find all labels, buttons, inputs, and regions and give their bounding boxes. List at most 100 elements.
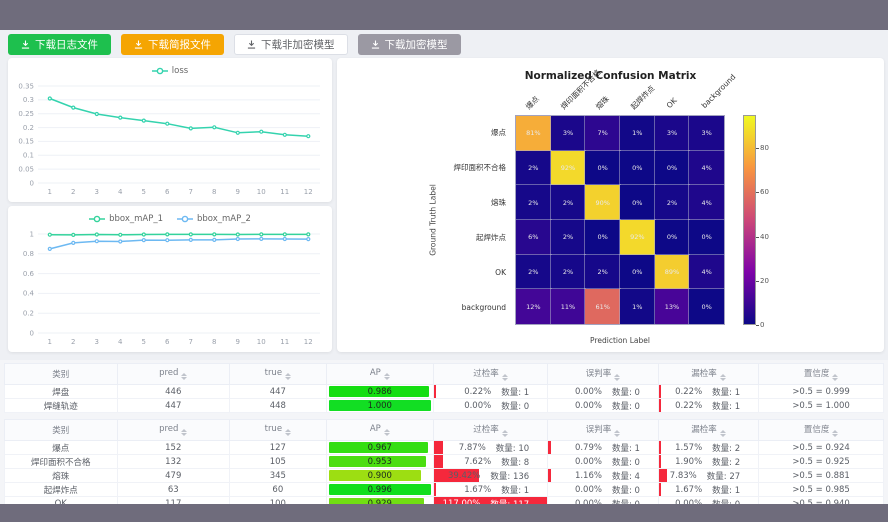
sort-icon[interactable] xyxy=(501,374,508,381)
cell-misjudge-rate: 0.00% 数量: 0 xyxy=(547,398,659,413)
sort-icon[interactable] xyxy=(832,374,839,381)
column-header-漏检率[interactable]: 漏检率 xyxy=(657,363,760,385)
download-button-1[interactable]: 下载日志文件 xyxy=(8,34,111,55)
sort-icon[interactable] xyxy=(614,430,621,437)
svg-text:0.05: 0.05 xyxy=(18,165,34,173)
cell-confidence: >0.5 = 0.925 xyxy=(758,454,884,469)
svg-text:12: 12 xyxy=(304,338,313,346)
column-header-置信度[interactable]: 置信度 xyxy=(758,363,884,385)
cell-miss-rate-count: 数量: 2 xyxy=(712,457,741,468)
cm-cell-起焊炸点-起焊炸点: 92% xyxy=(619,219,656,256)
cell-ap: 0.967 xyxy=(325,440,434,455)
download-button-2[interactable]: 下载简报文件 xyxy=(121,34,224,55)
download-button-3[interactable]: 下载非加密模型 xyxy=(234,34,348,55)
cm-cell-熔珠-background: 4% xyxy=(688,184,725,221)
sort-icon[interactable] xyxy=(614,374,621,381)
sort-icon[interactable] xyxy=(285,373,292,380)
svg-text:6: 6 xyxy=(165,338,170,346)
column-header-误判率[interactable]: 误判率 xyxy=(547,363,659,385)
cm-cell-OK-起焊炸点: 0% xyxy=(619,253,656,291)
column-header-漏检率[interactable]: 漏检率 xyxy=(657,419,760,441)
cell-pred: 63 xyxy=(116,482,230,497)
column-header-误判率[interactable]: 误判率 xyxy=(547,419,659,441)
sort-icon[interactable] xyxy=(181,429,188,436)
confusion-matrix-xlabel: Prediction Label xyxy=(590,336,650,345)
cell-miss-rate-bar xyxy=(659,469,667,482)
svg-text:12: 12 xyxy=(304,188,313,196)
column-header-AP[interactable]: AP xyxy=(325,419,434,441)
column-header-AP[interactable]: AP xyxy=(325,363,434,385)
cell-misjudge-rate-count: 数量: 0 xyxy=(611,485,640,496)
cell-over-rate-count: 数量: 136 xyxy=(490,471,530,482)
cell-over-rate-count: 数量: 10 xyxy=(495,443,530,454)
ap-value: 0.996 xyxy=(367,484,392,495)
svg-text:1: 1 xyxy=(48,338,52,346)
cell-true: 345 xyxy=(229,468,327,483)
cm-cell-爆点-起焊炸点: 1% xyxy=(619,115,656,152)
column-header-true[interactable]: true xyxy=(229,419,327,441)
legend-item-bbox_mAP_1[interactable]: bbox_mAP_1 xyxy=(89,214,163,224)
cell-confidence: >0.5 = 0.999 xyxy=(758,384,884,399)
download-button-4[interactable]: 下载加密模型 xyxy=(357,34,461,55)
legend-item-bbox_mAP_2[interactable]: bbox_mAP_2 xyxy=(177,214,251,224)
cell-miss-rate: 0.22% 数量: 1 xyxy=(657,398,760,413)
cell-misjudge-rate-pct: 0.00% xyxy=(575,499,602,509)
cell-true: 448 xyxy=(229,398,327,413)
sort-icon[interactable] xyxy=(383,373,390,380)
column-header-类别: 类别 xyxy=(4,419,118,441)
legend-label: bbox_mAP_1 xyxy=(109,214,163,224)
column-header-过检率[interactable]: 过检率 xyxy=(432,419,549,441)
ap-bar xyxy=(328,484,431,495)
column-header-pred[interactable]: pred xyxy=(116,363,230,385)
sort-icon[interactable] xyxy=(285,429,292,436)
column-header-pred[interactable]: pred xyxy=(116,419,230,441)
column-header-过检率[interactable]: 过检率 xyxy=(432,363,549,385)
cell-miss-rate-count: 数量: 1 xyxy=(712,485,741,496)
confusion-matrix-grid: 81% 3% 7% 1% 3% 3% 2% 92% 0% 0% 0% 4% 2% 2% 90% 0% 2% 4% 6… xyxy=(515,115,725,325)
cell-over-rate-count: 数量: 0 xyxy=(501,401,530,412)
confusion-matrix-card: Normalized Confusion Matrix Ground Truth… xyxy=(337,58,884,352)
cell-misjudge-rate: 0.00% 数量: 0 xyxy=(547,482,659,497)
cell-misjudge-rate-bar xyxy=(548,441,551,454)
table-row: 焊盘 446 447 0.986 0.22% 数量: 1 0.00% 数量: 0 0.22% 数量… xyxy=(4,384,884,399)
cm-col-label: 爆点 xyxy=(523,94,541,112)
table-row: 起焊炸点 63 60 0.996 1.67% 数量: 1 0.00% 数量: 0 1.67% 数量… xyxy=(4,482,884,497)
svg-text:8: 8 xyxy=(212,338,216,346)
sort-icon[interactable] xyxy=(383,429,390,436)
cm-cell-background-起焊炸点: 1% xyxy=(619,288,656,325)
svg-text:2: 2 xyxy=(71,338,75,346)
sort-icon[interactable] xyxy=(719,374,726,381)
column-header-true[interactable]: true xyxy=(229,363,327,385)
svg-text:0.6: 0.6 xyxy=(23,270,35,278)
download-icon xyxy=(371,40,379,49)
cell-miss-rate-pct: 1.57% xyxy=(675,442,703,453)
sort-icon[interactable] xyxy=(501,430,508,437)
column-header-label: 误判率 xyxy=(585,369,612,379)
sort-icon[interactable] xyxy=(719,430,726,437)
cell-misjudge-rate-pct: 0.00% xyxy=(574,484,602,495)
cell-over-rate-pct: 7.87% xyxy=(458,442,486,453)
cm-cell-起焊炸点-OK: 0% xyxy=(653,219,691,256)
svg-text:11: 11 xyxy=(280,338,289,346)
svg-text:8: 8 xyxy=(212,188,216,196)
cell-confidence: >0.5 = 1.000 xyxy=(758,398,884,413)
column-header-label: AP xyxy=(369,368,381,378)
cell-misjudge-rate-bar xyxy=(548,469,551,482)
svg-text:10: 10 xyxy=(257,338,266,346)
sort-icon[interactable] xyxy=(181,373,188,380)
svg-text:0.3: 0.3 xyxy=(23,96,34,104)
column-header-label: pred xyxy=(159,368,179,378)
svg-text:0.2: 0.2 xyxy=(23,124,34,132)
legend-item-loss[interactable]: loss xyxy=(151,66,188,76)
cm-cell-爆点-焊印面积不合格: 3% xyxy=(549,115,587,152)
svg-text:11: 11 xyxy=(280,188,289,196)
cm-cell-background-background: 0% xyxy=(688,288,725,325)
cell-pred: 132 xyxy=(116,454,230,469)
cell-miss-rate-bar xyxy=(659,455,662,468)
bottom-bar xyxy=(0,504,888,522)
map-chart-legend: bbox_mAP_1 bbox_mAP_2 xyxy=(8,206,332,228)
cm-row-label: 爆点 xyxy=(491,128,506,137)
column-header-label: 类别 xyxy=(52,426,70,436)
column-header-置信度[interactable]: 置信度 xyxy=(758,419,884,441)
sort-icon[interactable] xyxy=(832,430,839,437)
